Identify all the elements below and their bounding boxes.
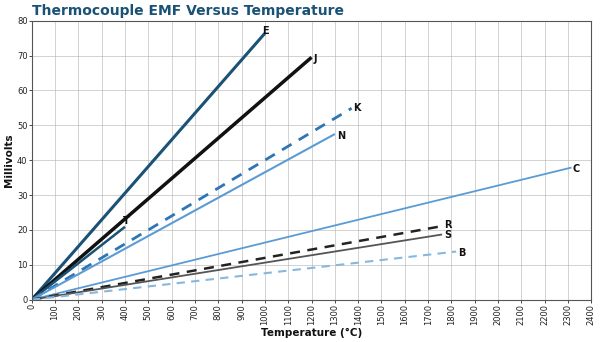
Y-axis label: Millivolts: Millivolts [4, 133, 14, 187]
Text: E: E [263, 26, 269, 36]
Text: C: C [572, 164, 580, 174]
Text: J: J [314, 54, 317, 64]
Text: Thermocouple EMF Versus Temperature: Thermocouple EMF Versus Temperature [32, 4, 344, 18]
Text: N: N [337, 131, 346, 141]
X-axis label: Temperature (°C): Temperature (°C) [261, 328, 362, 338]
Text: R: R [445, 220, 452, 230]
Text: K: K [353, 103, 361, 113]
Text: S: S [445, 230, 452, 240]
Text: B: B [458, 248, 466, 258]
Text: T: T [122, 216, 130, 226]
